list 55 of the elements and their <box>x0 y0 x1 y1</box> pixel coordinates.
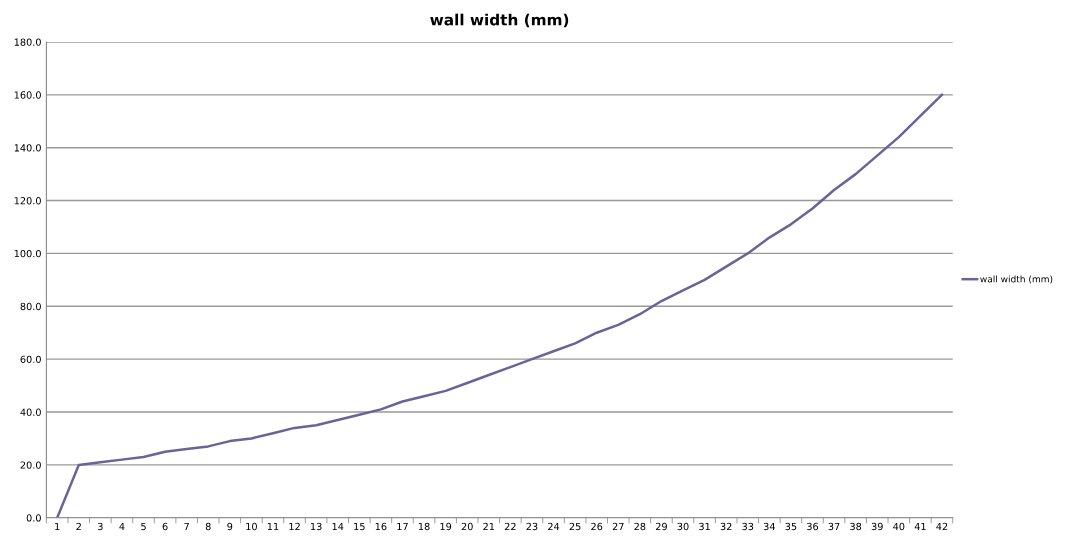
x-tick-label: 17 <box>397 522 408 531</box>
x-tick-label: 30 <box>677 522 689 531</box>
y-tick-label: 40.0 <box>20 408 41 416</box>
x-tick-label: 23 <box>526 522 538 531</box>
x-tick-label: 7 <box>184 522 189 531</box>
x-tick-label: 41 <box>914 522 926 531</box>
x-tick-label: 29 <box>655 522 667 531</box>
x-tick-label: 11 <box>267 522 279 531</box>
x-tick-label: 13 <box>311 522 322 531</box>
x-tick-label: 34 <box>763 522 775 531</box>
x-tick-label: 14 <box>332 522 344 531</box>
x-tick-label: 8 <box>205 522 211 531</box>
x-tick-label: 2 <box>76 522 81 531</box>
y-tick-label: 0.0 <box>26 514 41 522</box>
x-tick-label: 42 <box>936 522 948 531</box>
x-tick-label: 38 <box>850 522 862 531</box>
x-tick-label: 4 <box>119 522 125 531</box>
x-tick-label: 21 <box>483 522 495 531</box>
line-series <box>55 93 944 518</box>
x-tick-label: 40 <box>893 522 905 531</box>
y-tick-label: 60.0 <box>20 355 41 363</box>
x-tick-label: 20 <box>461 522 473 531</box>
x-tick-label: 28 <box>634 522 646 531</box>
x-tick-label: 5 <box>141 522 146 531</box>
y-tick-label: 20.0 <box>20 461 41 469</box>
x-tick-label: 33 <box>742 522 754 531</box>
x-tick-label: 31 <box>699 522 710 531</box>
y-tick-label: 120.0 <box>14 197 41 205</box>
x-tick-label: 10 <box>246 522 257 531</box>
x-tick-label: 26 <box>591 522 603 531</box>
x-tick-label: 19 <box>440 522 452 531</box>
chart-title: wall width (mm) <box>430 13 569 28</box>
x-tick-label: 18 <box>418 522 430 531</box>
x-tick-label: 22 <box>504 522 516 531</box>
x-tick-label: 15 <box>354 522 365 531</box>
y-tick-label: 80.0 <box>20 302 41 311</box>
x-tick-label: 12 <box>289 522 300 531</box>
legend-label: wall width (mm) <box>980 275 1053 284</box>
x-tick-label: 3 <box>98 522 103 531</box>
x-tick-label: 9 <box>227 522 233 531</box>
y-tick-label: 160.0 <box>14 91 41 99</box>
x-tick-label: 35 <box>785 522 797 531</box>
x-tick-label: 1 <box>55 522 60 531</box>
x-tick-label: 6 <box>162 522 168 531</box>
x-tick-label: 36 <box>807 522 819 531</box>
x-tick-label: 24 <box>548 522 560 531</box>
x-tick-label: 32 <box>720 522 732 531</box>
x-tick-label: 27 <box>612 522 624 531</box>
x-tick-label: 25 <box>569 522 581 531</box>
x-tick-label: 39 <box>871 522 883 531</box>
y-tick-label: 180.0 <box>14 38 41 46</box>
y-tick-label: 100.0 <box>14 249 41 258</box>
x-tick-label: 16 <box>375 522 387 531</box>
y-tick-label: 140.0 <box>14 144 41 152</box>
x-tick-label: 37 <box>828 522 840 531</box>
